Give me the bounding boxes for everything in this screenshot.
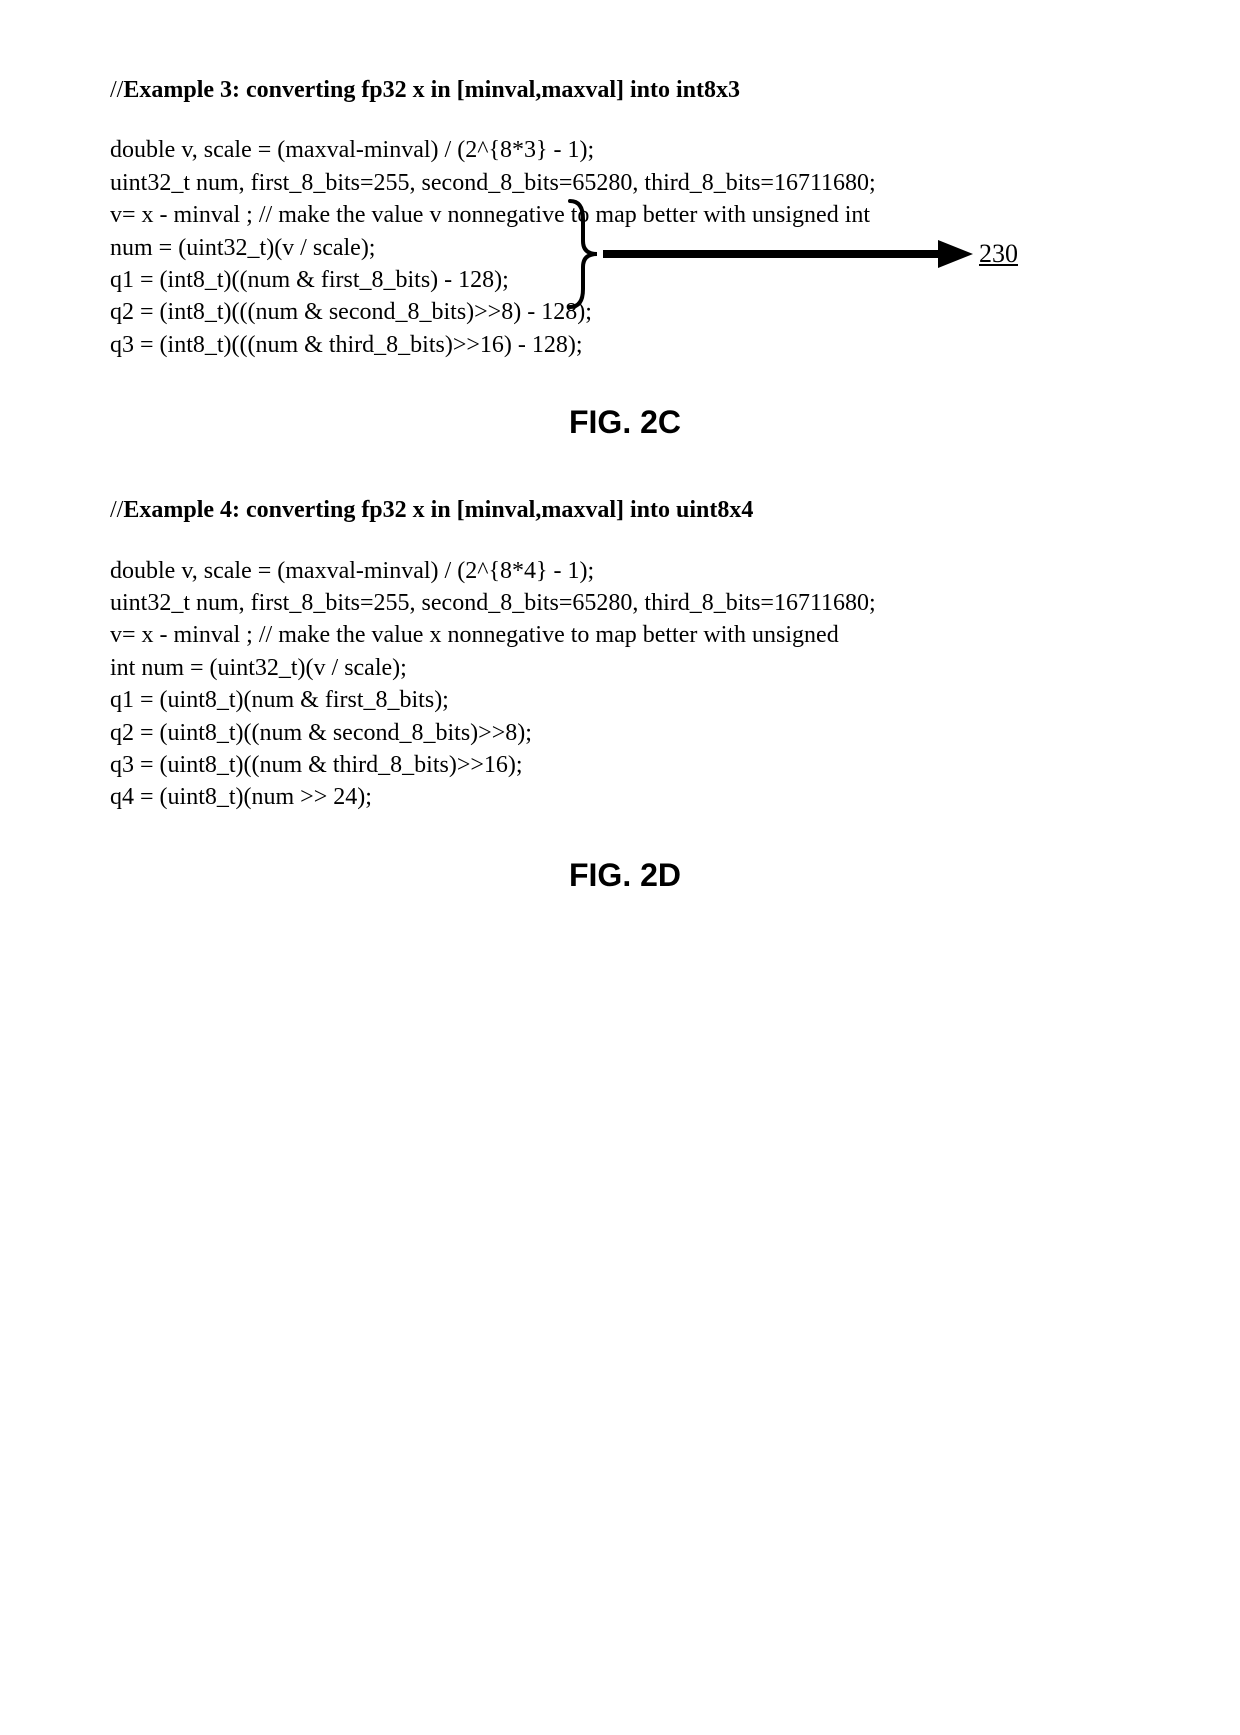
example-3-heading: //Example 3: converting fp32 x in [minva… <box>110 74 1140 106</box>
arrow-icon <box>603 234 973 274</box>
code-line: uint32_t num, first_8_bits=255, second_8… <box>110 167 1140 199</box>
code-line: q3 = (int8_t)(((num & third_8_bits)>>16)… <box>110 329 1140 361</box>
code-line: q2 = (uint8_t)((num & second_8_bits)>>8)… <box>110 717 1140 749</box>
code-line: double v, scale = (maxval-minval) / (2^{… <box>110 555 1140 587</box>
code-line: q3 = (uint8_t)((num & third_8_bits)>>16)… <box>110 749 1140 781</box>
figure-2c-label: FIG. 2C <box>110 401 1140 444</box>
code-line: v= x - minval ; // make the value x nonn… <box>110 619 1140 651</box>
example-3-section: //Example 3: converting fp32 x in [minva… <box>110 74 1140 361</box>
heading-text: Example 3: converting fp32 x in [minval,… <box>123 77 740 103</box>
curly-brace-icon <box>565 199 605 309</box>
code-line: uint32_t num, first_8_bits=255, second_8… <box>110 587 1140 619</box>
figure-2d-label: FIG. 2D <box>110 854 1140 897</box>
heading-text: Example 4: converting fp32 x in [minval,… <box>123 497 753 523</box>
code-line: double v, scale = (maxval-minval) / (2^{… <box>110 134 1140 166</box>
heading-prefix: // <box>110 497 123 523</box>
code-line: q4 = (uint8_t)(num >> 24); <box>110 781 1140 813</box>
reference-number: 230 <box>979 236 1018 271</box>
code-line: q1 = (uint8_t)(num & first_8_bits); <box>110 684 1140 716</box>
example-4-heading: //Example 4: converting fp32 x in [minva… <box>110 494 1140 526</box>
brace-inner: 230 <box>565 199 1018 309</box>
heading-prefix: // <box>110 77 123 103</box>
example-4-section: //Example 4: converting fp32 x in [minva… <box>110 494 1140 814</box>
example-4-code: double v, scale = (maxval-minval) / (2^{… <box>110 555 1140 814</box>
brace-arrow-annotation: 230 <box>565 199 1018 309</box>
code-line: int num = (uint32_t)(v / scale); <box>110 652 1140 684</box>
